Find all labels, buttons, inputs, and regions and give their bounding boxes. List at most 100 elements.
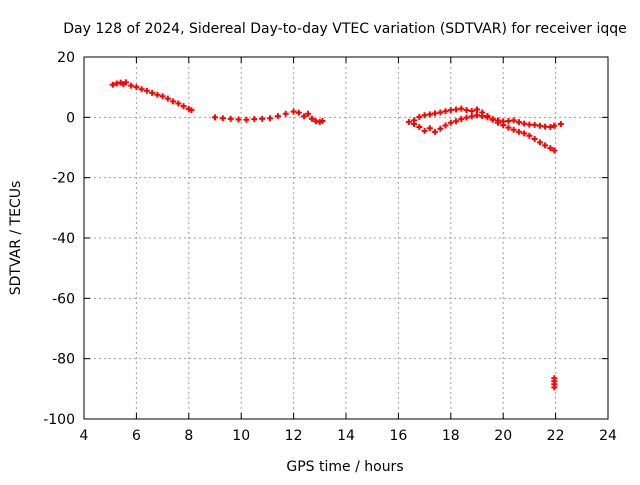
data-point <box>143 87 150 94</box>
x-tick-label: 10 <box>232 428 250 444</box>
series-midday-arc <box>212 108 326 125</box>
data-point <box>437 125 444 132</box>
data-point <box>175 100 182 107</box>
data-point <box>479 113 486 120</box>
data-point <box>468 107 475 114</box>
data-point <box>432 128 439 135</box>
data-point <box>416 123 423 130</box>
y-axis-label: SDTVAR / TECUs <box>8 181 24 296</box>
data-point <box>154 91 161 98</box>
data-point <box>484 114 491 121</box>
data-point <box>295 109 302 116</box>
data-point <box>442 122 449 129</box>
data-point <box>536 122 543 129</box>
data-point <box>290 108 297 115</box>
data-point <box>267 115 274 122</box>
data-point <box>531 136 538 143</box>
data-point <box>510 126 517 133</box>
y-tick-label: 0 <box>66 110 75 126</box>
data-point <box>159 93 166 100</box>
y-tick-label: -80 <box>52 352 75 368</box>
data-point <box>536 139 543 146</box>
data-point <box>259 115 266 122</box>
data-point <box>405 118 412 125</box>
x-tick-label: 8 <box>184 428 193 444</box>
data-point <box>453 106 460 113</box>
series-evening-arc-lower <box>411 112 558 154</box>
data-point <box>426 111 433 118</box>
data-point <box>542 123 549 130</box>
data-point <box>421 112 428 119</box>
data-point <box>531 121 538 128</box>
data-point <box>551 384 558 391</box>
data-point <box>521 130 528 137</box>
x-tick-label: 16 <box>389 428 407 444</box>
x-tick-label: 18 <box>442 428 460 444</box>
data-point <box>274 113 281 120</box>
data-point <box>547 145 554 152</box>
data-point <box>521 120 528 127</box>
data-point <box>442 108 449 115</box>
data-point <box>308 115 315 122</box>
data-points <box>109 79 564 391</box>
data-point <box>515 128 522 135</box>
data-point <box>122 79 129 86</box>
data-point <box>282 110 289 117</box>
data-point <box>547 123 554 130</box>
data-point <box>447 107 454 114</box>
data-point <box>453 118 460 125</box>
x-tick-label: 22 <box>547 428 565 444</box>
x-tick-label: 20 <box>494 428 512 444</box>
data-point <box>416 114 423 121</box>
data-point <box>505 124 512 131</box>
x-tick-label: 6 <box>132 428 141 444</box>
data-point <box>551 147 558 154</box>
data-point <box>526 132 533 139</box>
data-point <box>109 81 116 88</box>
data-point <box>437 109 444 116</box>
y-tick-label: -40 <box>52 231 75 247</box>
data-point <box>421 127 428 134</box>
y-tick-label: -20 <box>52 171 75 187</box>
y-axis-ticks: -100 -80 -60 -40 -20 0 20 <box>43 50 608 428</box>
data-point <box>243 116 250 123</box>
data-point <box>128 82 135 89</box>
data-point <box>411 120 418 127</box>
data-point <box>305 110 312 117</box>
data-point <box>542 142 549 149</box>
data-point <box>149 89 156 96</box>
data-point <box>510 117 517 124</box>
data-point <box>319 117 326 124</box>
data-point <box>227 115 234 122</box>
data-point <box>489 116 496 123</box>
data-point <box>235 116 242 123</box>
data-point <box>494 119 501 126</box>
grid-lines <box>84 57 608 419</box>
data-point <box>188 107 195 114</box>
data-point <box>458 105 465 112</box>
x-tick-label: 24 <box>599 428 617 444</box>
data-point <box>170 98 177 105</box>
x-axis-label: GPS time / hours <box>286 459 403 475</box>
x-tick-label: 4 <box>80 428 89 444</box>
data-point <box>463 107 470 114</box>
data-point <box>432 110 439 117</box>
data-point <box>515 119 522 126</box>
data-point <box>212 114 218 121</box>
data-point <box>468 113 475 120</box>
y-tick-label: -60 <box>52 291 75 307</box>
data-point <box>301 113 308 120</box>
data-point <box>164 95 171 102</box>
data-point <box>458 116 465 123</box>
series-morning-arc <box>109 79 195 114</box>
data-point <box>557 120 564 127</box>
series-late-points <box>551 120 564 391</box>
data-point <box>474 112 480 119</box>
data-point <box>219 115 226 122</box>
data-point <box>551 122 558 129</box>
x-axis-ticks: 4 6 8 10 12 14 16 18 20 22 24 <box>80 57 617 444</box>
data-point <box>426 125 433 132</box>
data-point <box>500 122 507 129</box>
data-point <box>463 114 470 121</box>
